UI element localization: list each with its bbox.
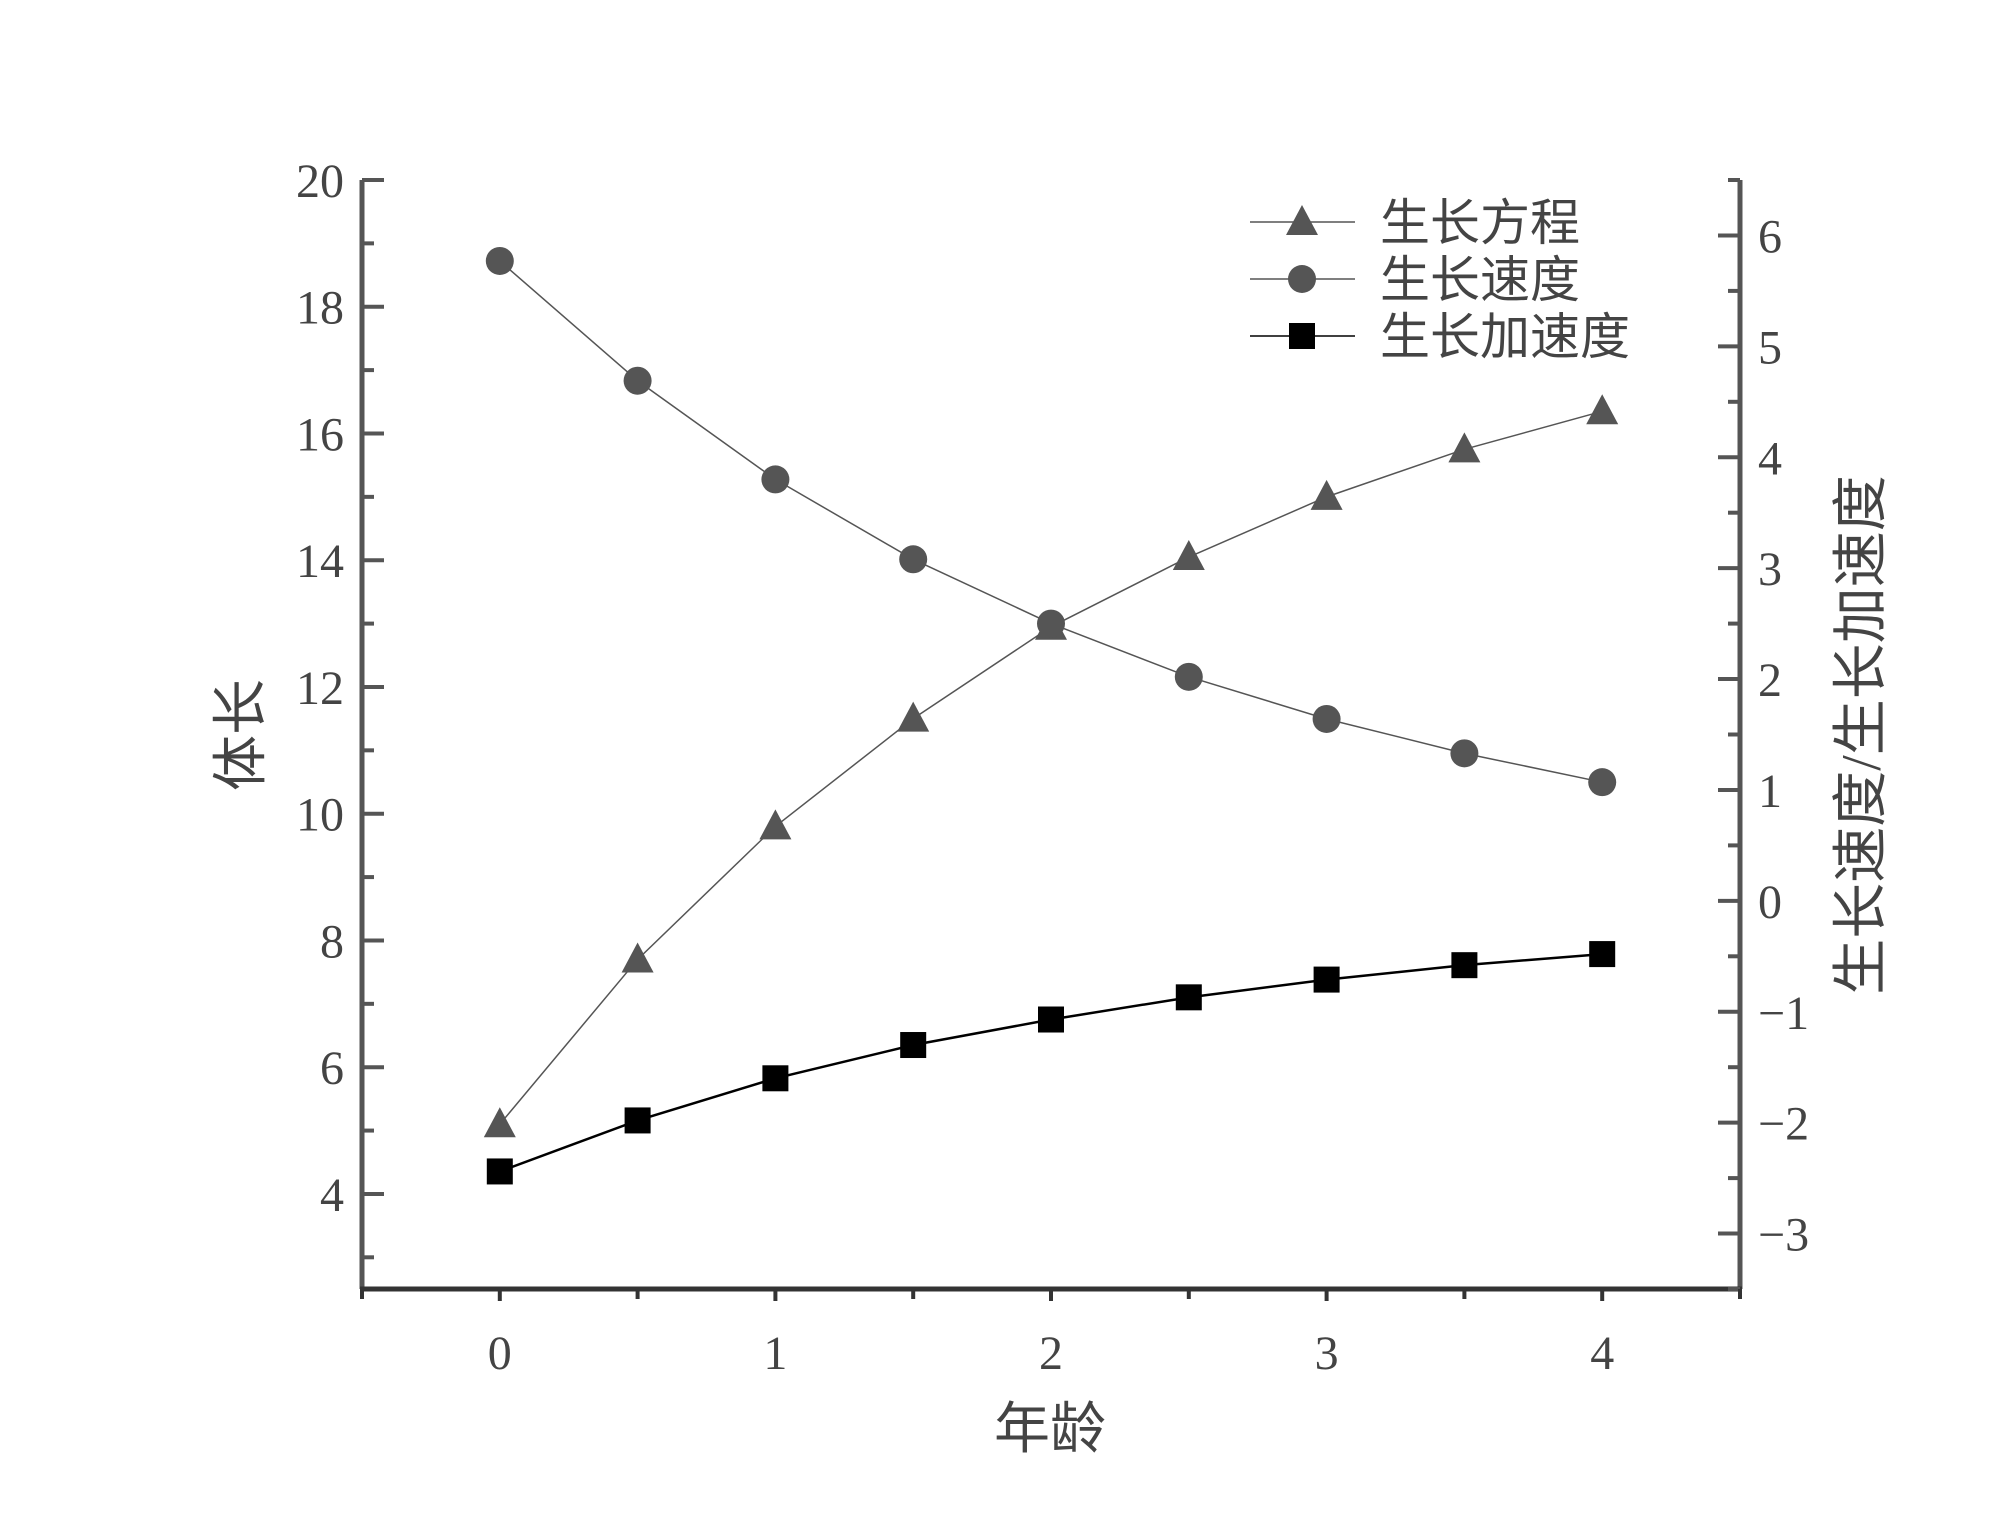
y2-tick-label: 3 — [1758, 543, 1782, 596]
data-point-square — [486, 1158, 513, 1185]
y2-tick-label: 1 — [1758, 765, 1782, 818]
data-point-triangle — [483, 1107, 516, 1138]
x-tick-label: 4 — [1590, 1327, 1614, 1380]
data-point-circle — [1037, 609, 1065, 638]
data-point-triangle — [1448, 432, 1481, 463]
legend-marker-circle — [1288, 265, 1316, 293]
data-point-triangle — [1586, 394, 1619, 425]
series-line-square — [499, 952, 1603, 1173]
y2-tick-label: −1 — [1758, 987, 1809, 1040]
y2-tick-label: −3 — [1758, 1209, 1809, 1262]
data-point-square — [1589, 941, 1616, 968]
legend-marker-square — [1289, 323, 1315, 349]
y-tick-label: 10 — [296, 789, 344, 842]
y-tick-label: 12 — [296, 662, 344, 715]
data-point-triangle — [897, 701, 930, 732]
y2-tick-label: 2 — [1758, 654, 1782, 707]
legend-marker-triangle — [1286, 205, 1318, 235]
y-tick-label: 14 — [296, 535, 344, 588]
data-point-circle — [485, 246, 514, 275]
x-axis-title: 年龄 — [994, 1399, 1106, 1461]
y2-tick-label: 6 — [1758, 210, 1782, 263]
data-point-square — [1451, 952, 1478, 979]
data-point-triangle — [621, 942, 654, 973]
y2-tick-label: −2 — [1758, 1098, 1809, 1151]
y-tick-label: 20 — [296, 155, 344, 208]
data-point-circle — [1312, 704, 1341, 733]
x-tick-label: 1 — [763, 1327, 787, 1380]
data-point-square — [1313, 966, 1340, 993]
y2-tick-label: 4 — [1758, 432, 1782, 485]
x-tick-label: 2 — [1039, 1327, 1063, 1380]
legend-label: 生长加速度 — [1380, 309, 1630, 365]
y2-tick-label: 0 — [1758, 876, 1782, 929]
y2-axis-title: 生长速度/生长加速度 — [1831, 475, 1893, 995]
y-axis-title: 体长 — [211, 679, 273, 791]
data-point-circle — [1588, 768, 1617, 797]
y-tick-label: 4 — [320, 1169, 344, 1222]
legend-label: 生长速度 — [1380, 252, 1580, 308]
y-tick-label: 18 — [296, 282, 344, 335]
data-point-square — [762, 1065, 789, 1092]
data-point-square — [1175, 984, 1202, 1011]
data-point-triangle — [759, 809, 792, 840]
data-point-circle — [1174, 662, 1203, 691]
y-tick-label: 16 — [296, 408, 344, 461]
data-point-circle — [623, 366, 652, 395]
y-tick-label: 8 — [320, 915, 344, 968]
data-point-triangle — [1310, 479, 1343, 510]
data-point-triangle — [1172, 540, 1205, 571]
data-point-square — [1038, 1006, 1064, 1033]
x-tick-label: 0 — [488, 1327, 512, 1380]
data-point-circle — [761, 465, 790, 494]
data-point-square — [624, 1107, 651, 1134]
x-tick-label: 3 — [1315, 1327, 1339, 1380]
legend-label: 生长方程 — [1380, 195, 1580, 251]
data-point-circle — [1450, 739, 1479, 768]
y-tick-label: 6 — [320, 1042, 344, 1095]
data-point-circle — [899, 545, 928, 574]
y2-tick-label: 5 — [1758, 321, 1782, 374]
data-point-square — [900, 1032, 927, 1059]
series-layer — [483, 246, 1619, 1185]
